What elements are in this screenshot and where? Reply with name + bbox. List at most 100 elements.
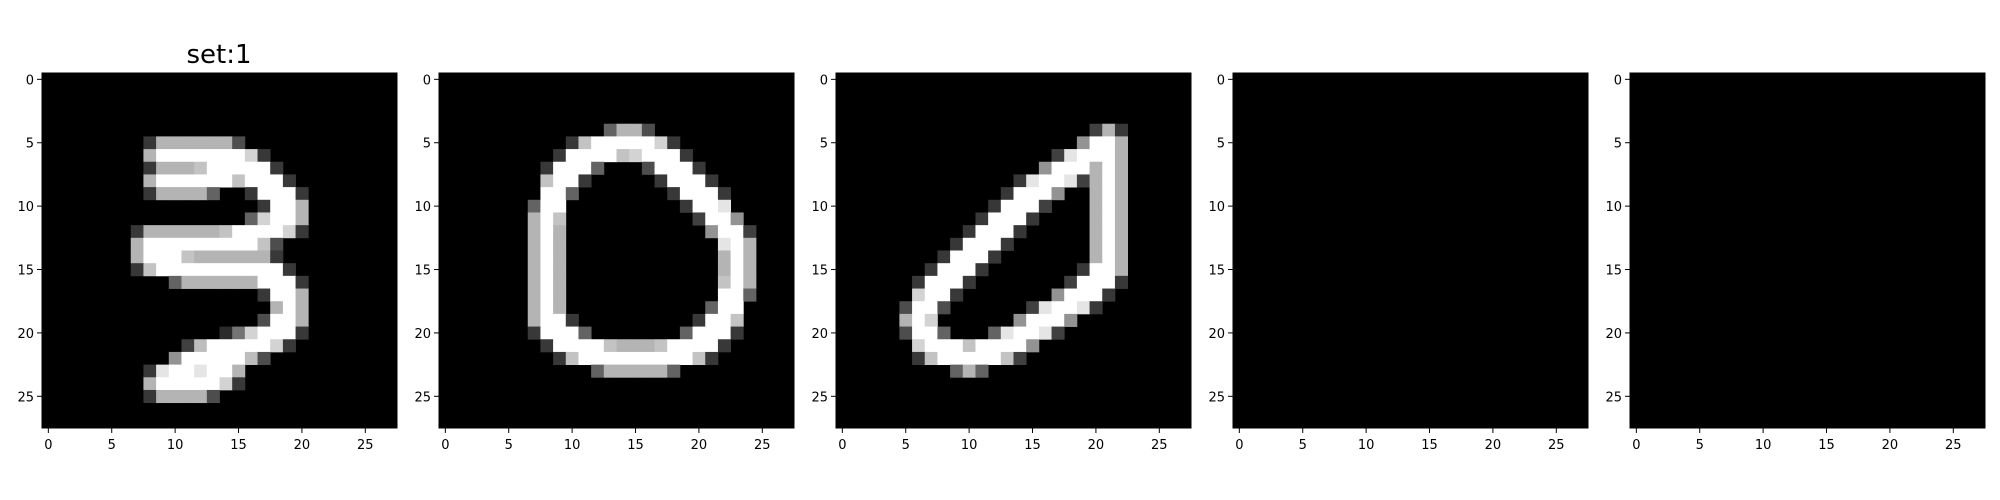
pixel-cell bbox=[553, 301, 566, 314]
pixel-cell bbox=[1077, 174, 1090, 187]
pixel-cell bbox=[1014, 187, 1027, 200]
pixel-cell bbox=[680, 174, 693, 187]
pixel-cell bbox=[604, 149, 617, 162]
pixel-cell bbox=[1039, 187, 1052, 200]
pixel-cell bbox=[283, 263, 296, 276]
pixel-cell bbox=[207, 377, 220, 390]
pixel-cell bbox=[156, 225, 169, 238]
pixel-cell bbox=[731, 238, 744, 251]
y-tick-label: 20 bbox=[1208, 327, 1225, 342]
pixel-cell bbox=[553, 263, 566, 276]
pixel-cell bbox=[553, 212, 566, 225]
pixel-cell bbox=[566, 187, 579, 200]
pixel-cell bbox=[1102, 136, 1115, 149]
pixel-cell bbox=[181, 136, 194, 149]
pixel-cell bbox=[963, 276, 976, 289]
pixel-cell bbox=[1090, 149, 1103, 162]
pixel-cell bbox=[143, 238, 156, 251]
pixel-cell bbox=[705, 200, 718, 213]
pixel-cell bbox=[1064, 174, 1077, 187]
pixel-cell bbox=[194, 390, 207, 403]
pixel-cell bbox=[131, 238, 144, 251]
pixel-cell bbox=[169, 136, 182, 149]
pixel-cell bbox=[207, 251, 220, 264]
pixel-cell bbox=[245, 238, 258, 251]
pixel-cell bbox=[718, 212, 731, 225]
pixel-cell bbox=[604, 352, 617, 365]
pixel-cell bbox=[705, 225, 718, 238]
pixel-cell bbox=[296, 212, 309, 225]
pixel-cell bbox=[1102, 187, 1115, 200]
x-tick-label: 0 bbox=[441, 438, 449, 453]
x-tick-label: 5 bbox=[902, 438, 910, 453]
y-tick-label: 10 bbox=[1208, 200, 1225, 215]
pixel-cell bbox=[181, 162, 194, 175]
pixel-cell bbox=[156, 390, 169, 403]
y-tick-label: 20 bbox=[17, 327, 34, 342]
pixel-cell bbox=[553, 225, 566, 238]
pixel-cell bbox=[283, 339, 296, 352]
pixel-cell bbox=[680, 352, 693, 365]
pixel-cell bbox=[528, 276, 541, 289]
pixel-cell bbox=[1090, 136, 1103, 149]
pixel-cell bbox=[1115, 124, 1128, 137]
pixel-cell bbox=[566, 352, 579, 365]
pixel-cell bbox=[194, 238, 207, 251]
pixel-cell bbox=[296, 200, 309, 213]
pixel-cell bbox=[245, 276, 258, 289]
pixel-cell bbox=[1077, 289, 1090, 302]
pixel-cell bbox=[194, 365, 207, 378]
heatmap-panel: 0 5 10 15 20 250510152025 bbox=[1208, 73, 1588, 453]
pixel-cell bbox=[553, 187, 566, 200]
pixel-cell bbox=[553, 289, 566, 302]
pixel-cell bbox=[925, 327, 938, 340]
pixel-cell bbox=[181, 149, 194, 162]
pixel-cell bbox=[629, 365, 642, 378]
pixel-cell bbox=[731, 225, 744, 238]
pixel-cell bbox=[528, 301, 541, 314]
pixel-cell bbox=[667, 136, 680, 149]
pixel-cell bbox=[743, 289, 756, 302]
pixel-cell bbox=[296, 327, 309, 340]
pixel-cell bbox=[540, 187, 553, 200]
pixel-cell bbox=[667, 339, 680, 352]
pixel-cell bbox=[553, 327, 566, 340]
pixel-cell bbox=[591, 352, 604, 365]
pixel-cell bbox=[743, 225, 756, 238]
pixel-cell bbox=[181, 187, 194, 200]
pixel-cell bbox=[642, 352, 655, 365]
pixel-cell bbox=[1115, 200, 1128, 213]
pixel-cell bbox=[143, 149, 156, 162]
pixel-cell bbox=[743, 276, 756, 289]
pixel-cell bbox=[1090, 289, 1103, 302]
pixel-cell bbox=[743, 251, 756, 264]
pixel-cell bbox=[963, 339, 976, 352]
pixel-cell bbox=[617, 124, 630, 137]
pixel-cell bbox=[1090, 263, 1103, 276]
pixel-cell bbox=[1115, 149, 1128, 162]
pixel-cell bbox=[258, 327, 271, 340]
x-tick-label: 15 bbox=[230, 438, 247, 453]
x-tick-label: 15 bbox=[1421, 438, 1438, 453]
pixel-cell bbox=[1115, 251, 1128, 264]
pixel-cell bbox=[258, 276, 271, 289]
pixel-cell bbox=[578, 339, 591, 352]
pixel-cell bbox=[925, 301, 938, 314]
pixel-cell bbox=[1014, 314, 1027, 327]
pixel-cell bbox=[925, 289, 938, 302]
pixel-cell bbox=[1090, 251, 1103, 264]
x-tick-label: 25 bbox=[1151, 438, 1168, 453]
pixel-cell bbox=[1115, 276, 1128, 289]
pixel-cell bbox=[642, 149, 655, 162]
pixel-cell bbox=[270, 327, 283, 340]
pixel-cell bbox=[566, 327, 579, 340]
x-tick-label: 5 bbox=[1299, 438, 1307, 453]
pixel-cell bbox=[207, 352, 220, 365]
pixel-cell bbox=[655, 339, 668, 352]
pixel-cell bbox=[553, 238, 566, 251]
pixel-cell bbox=[156, 162, 169, 175]
pixel-cell bbox=[1014, 339, 1027, 352]
y-tick-label: 10 bbox=[414, 200, 431, 215]
pixel-cell bbox=[604, 124, 617, 137]
pixel-cell bbox=[245, 174, 258, 187]
